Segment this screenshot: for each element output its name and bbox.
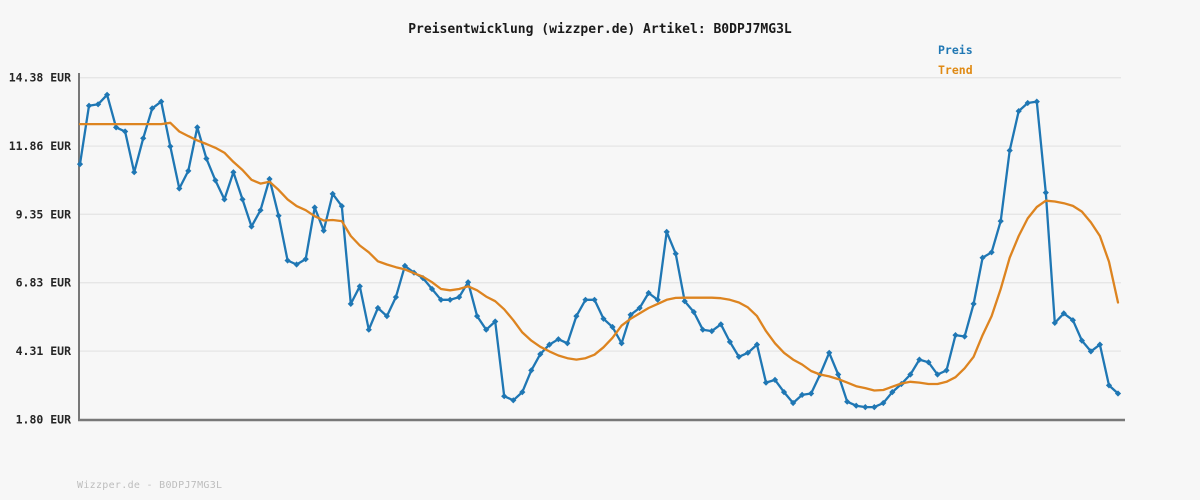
svg-text:14.38 EUR: 14.38 EUR [9,71,71,85]
svg-text:9.35 EUR: 9.35 EUR [16,207,71,221]
svg-text:4.31 EUR: 4.31 EUR [16,344,71,358]
legend-item-trend: Trend [938,63,973,77]
chart-legend: Preis Trend [938,40,973,80]
svg-text:1.80 EUR: 1.80 EUR [16,412,71,426]
watermark: Wizzper.de - B0DPJ7MG3L [77,480,223,491]
legend-item-preis: Preis [938,43,973,57]
svg-text:6.83 EUR: 6.83 EUR [16,276,71,290]
svg-text:11.86 EUR: 11.86 EUR [9,139,71,153]
chart-title: Preisentwicklung (wizzper.de) Artikel: B… [408,22,792,37]
